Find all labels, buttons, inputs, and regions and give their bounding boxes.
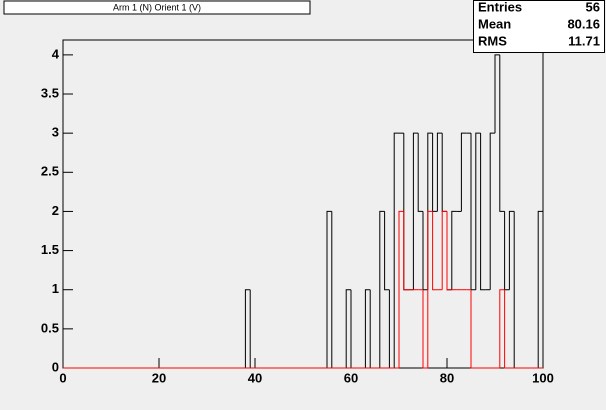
histogram-bin	[432, 133, 438, 212]
y-tick-label: 2	[52, 203, 59, 218]
histogram-bin	[446, 211, 452, 291]
histogram-bin	[432, 211, 438, 291]
histogram-bin	[504, 211, 510, 291]
y-tick-label: 0.5	[41, 320, 59, 335]
histogram-bin	[345, 289, 351, 368]
histogram-bin	[398, 210, 404, 368]
histogram-bin	[350, 289, 356, 369]
histogram-bin	[513, 211, 519, 369]
histogram-bin	[508, 210, 515, 290]
histogram-bin	[388, 289, 395, 369]
y-tick-label: 4	[52, 46, 60, 61]
stats-value: 80.16	[567, 16, 600, 31]
chart-title: Arm 1 (N) Orient 1 (V)	[113, 2, 201, 12]
histogram-bin	[441, 133, 447, 212]
y-tick-label: 1	[52, 281, 59, 296]
histogram-bin	[460, 132, 467, 212]
histogram-bin	[422, 211, 428, 291]
histogram-bin	[422, 289, 428, 369]
histogram-bin	[364, 289, 371, 368]
histogram-bin	[412, 132, 419, 290]
histogram-bin	[384, 211, 390, 291]
histogram-bin	[441, 210, 447, 290]
histogram-bin	[489, 132, 495, 290]
stats-label: Entries	[478, 0, 522, 14]
histogram-bin	[249, 289, 255, 369]
histogram-bin	[427, 210, 433, 368]
histogram-bin	[331, 211, 337, 369]
stats-value: 11.71	[568, 33, 600, 48]
histogram-bin	[436, 132, 443, 212]
histogram-bin	[379, 210, 385, 368]
histogram-bin	[326, 210, 332, 368]
x-tick-label: 40	[248, 370, 262, 385]
stats-box	[473, 0, 605, 53]
histogram-bin	[537, 210, 544, 368]
stats-value: 56	[586, 0, 600, 14]
histogram-bin	[494, 54, 500, 134]
histogram-bin	[499, 54, 505, 212]
histogram-bin	[499, 289, 505, 368]
histogram-bin	[403, 133, 409, 291]
histogram-bin	[393, 132, 399, 368]
stats-label: RMS	[478, 33, 507, 48]
x-tick-label: 100	[532, 370, 554, 385]
histogram-bin	[470, 133, 476, 291]
x-tick-label: 80	[440, 370, 454, 385]
histogram-bin	[369, 289, 375, 369]
histogram-bin	[475, 132, 481, 290]
x-tick-label: 0	[59, 370, 66, 385]
y-tick-label: 2.5	[41, 164, 59, 179]
histogram-bin	[244, 289, 251, 368]
y-tick-label: 3.5	[41, 85, 59, 100]
histogram-bin	[470, 289, 476, 369]
histogram-bin	[403, 211, 409, 291]
stats-label: Mean	[478, 16, 511, 31]
y-tick-label: 1.5	[41, 242, 59, 257]
y-tick-label: 0	[52, 359, 59, 374]
histogram-bin	[451, 210, 457, 290]
title-box	[3, 0, 311, 15]
histogram-bin	[417, 133, 423, 212]
histogram-bin	[480, 133, 486, 291]
histogram-bin	[446, 211, 452, 291]
y-tick-label: 3	[52, 125, 59, 140]
x-tick-label: 60	[344, 370, 358, 385]
x-tick-label: 20	[152, 370, 166, 385]
histogram-bin	[504, 289, 510, 369]
